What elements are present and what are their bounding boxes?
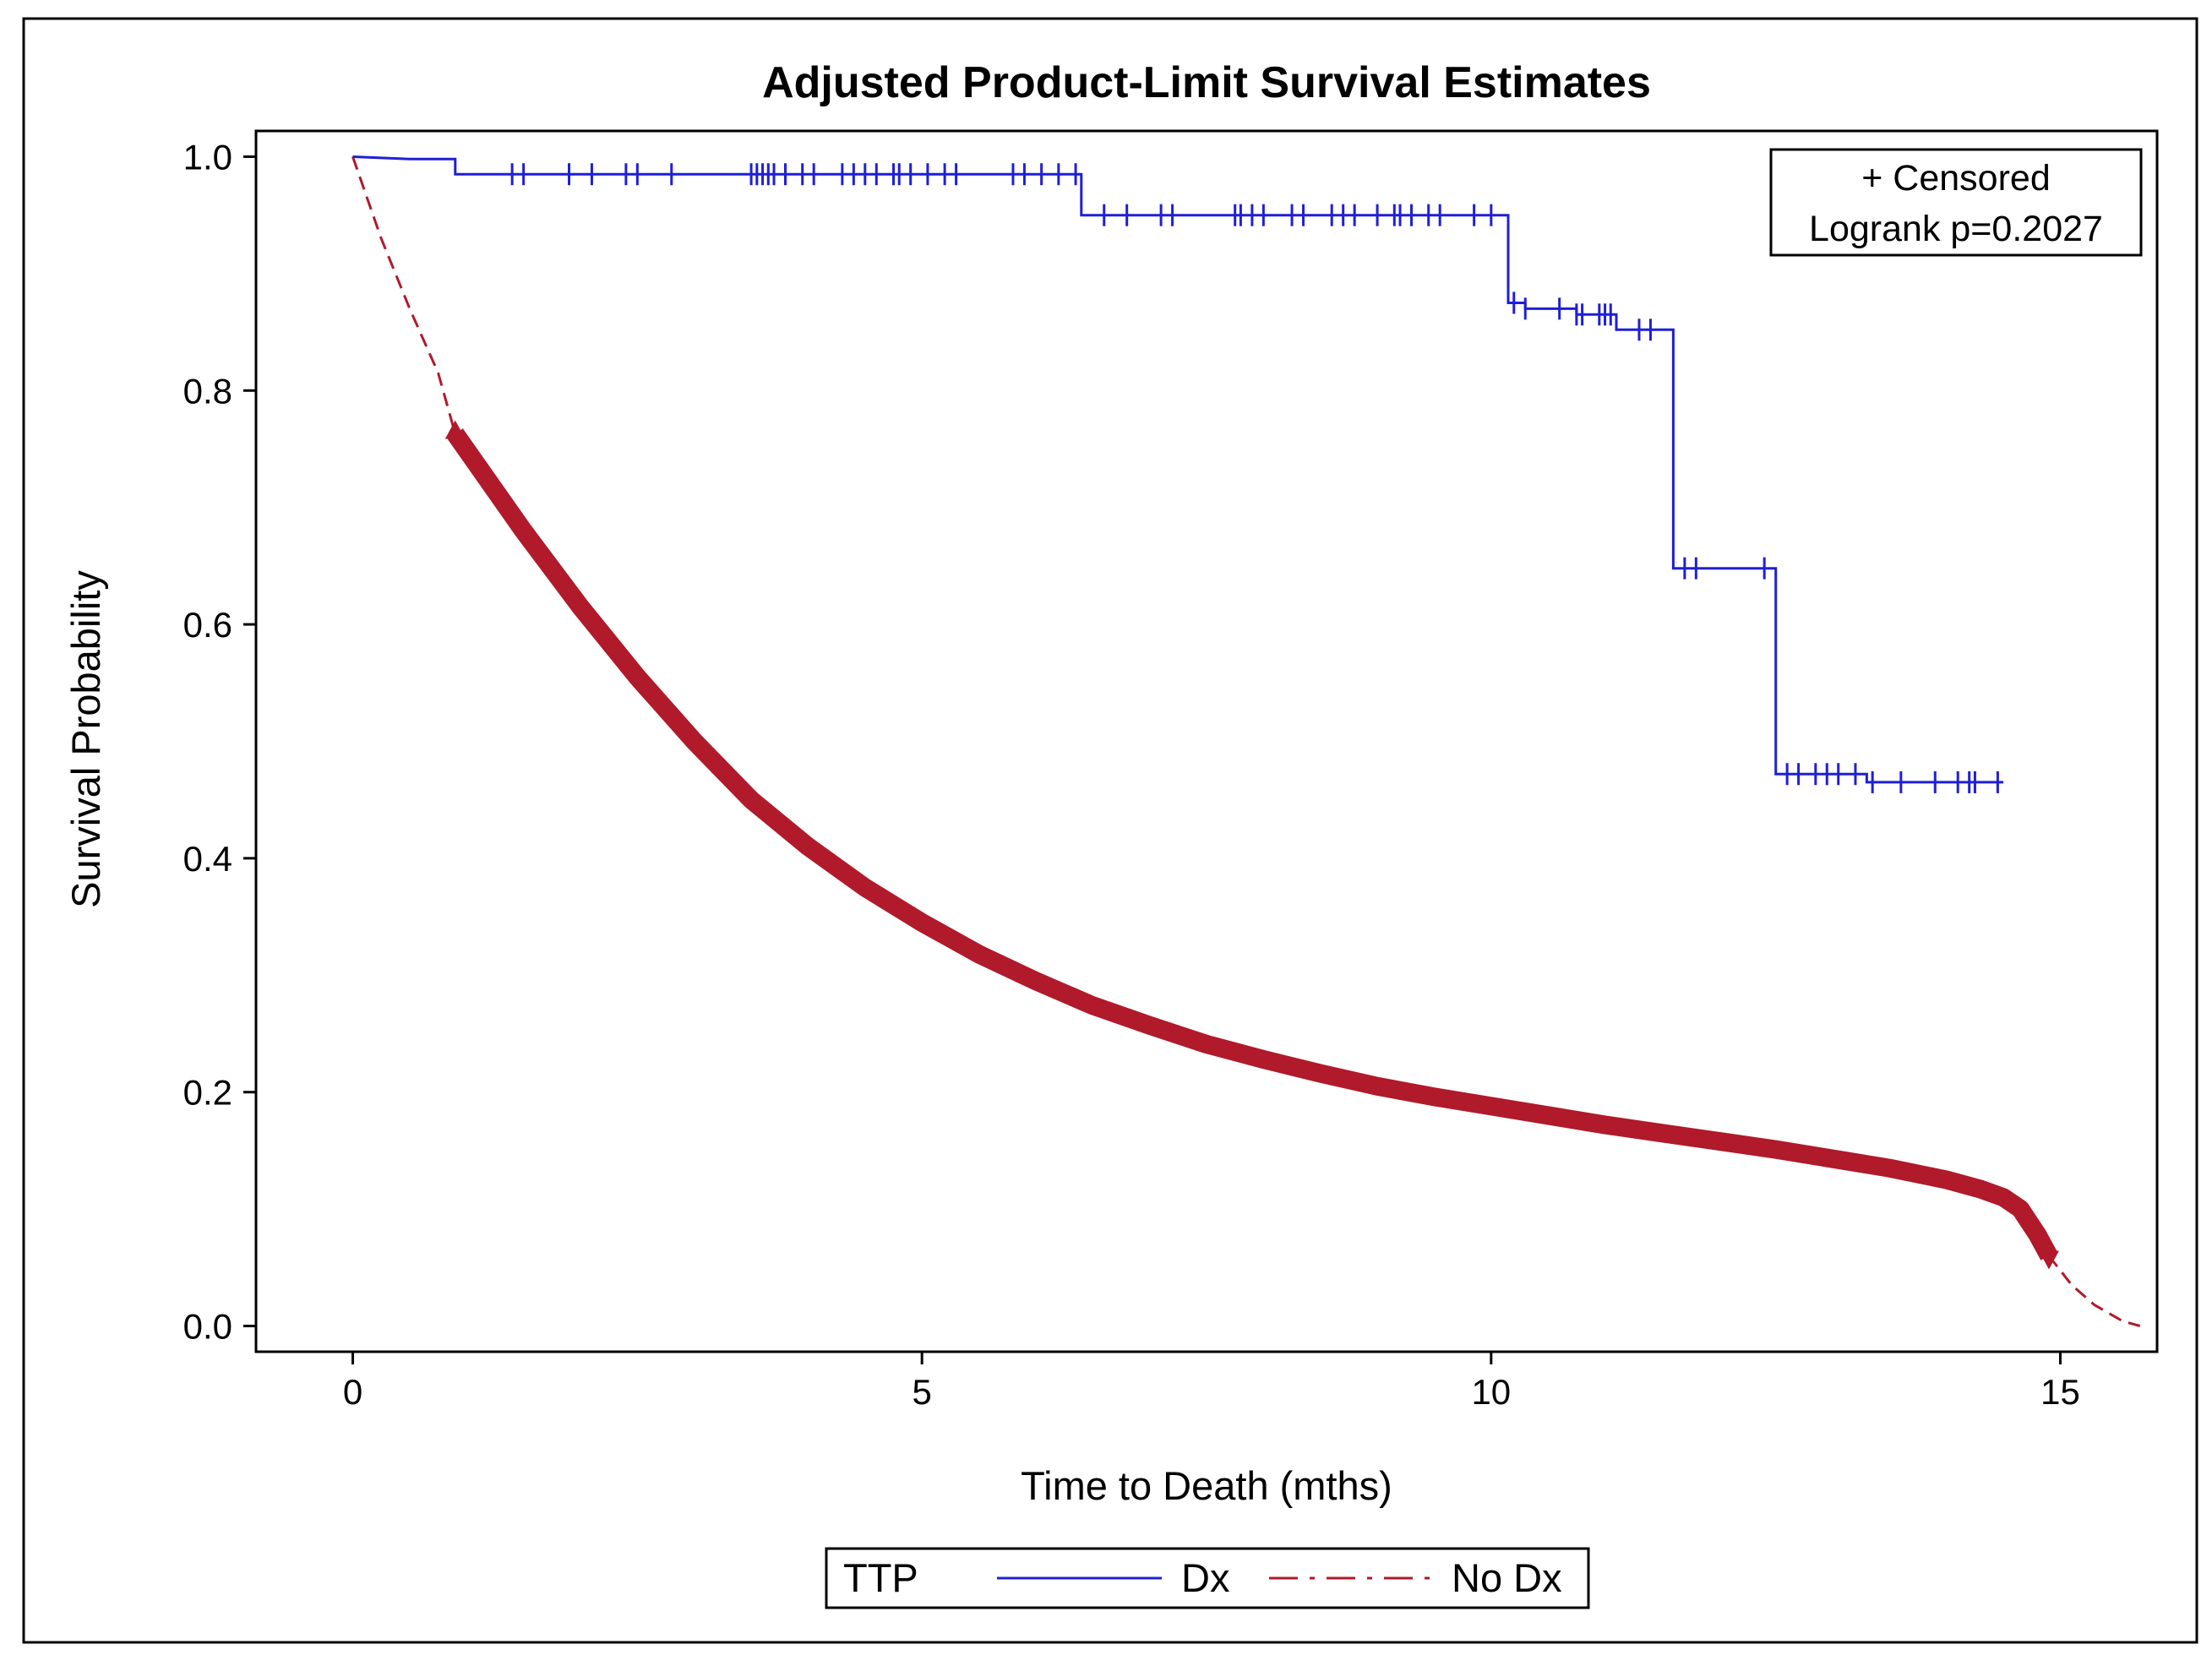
plot-frame	[254, 129, 2159, 1353]
inset-frame	[1769, 148, 2143, 257]
inset-box: + Censored Logrank p=0.2027	[1769, 148, 2143, 257]
plot-series	[351, 155, 2141, 1327]
no-dx-line-start	[351, 156, 457, 434]
inset-logrank-label: Logrank p=0.2027	[1809, 209, 2103, 249]
x-tick-label: 15	[2040, 1372, 2080, 1412]
y-tick-label: 0.8	[183, 371, 232, 411]
x-tick-label: 5	[912, 1372, 931, 1412]
y-tick-label: 1.0	[183, 137, 232, 177]
legend: TTP Dx No Dx	[825, 1547, 1590, 1609]
y-tick-label: 0.2	[183, 1073, 232, 1113]
dx-line	[352, 155, 2004, 784]
no-dx-band-end-tip	[2039, 1250, 2060, 1270]
inset-censored-label: + Censored	[1861, 158, 2051, 199]
y-tick-label: 0.6	[183, 605, 232, 645]
legend-label-no-dx: No Dx	[1452, 1555, 1562, 1600]
x-tick-label: 0	[343, 1372, 362, 1412]
legend-title: TTP	[843, 1555, 918, 1600]
x-axis-label: Time to Death (mths)	[1021, 1463, 1392, 1508]
y-axis-label: Survival Probability	[63, 570, 108, 908]
figure-border	[22, 17, 2198, 1644]
censor-marks	[510, 163, 1999, 793]
legend-frame	[825, 1547, 1590, 1609]
axis-ticks: 0 5 10 15 0.0 0.2 0.4 0.6 0.8 1.0	[183, 137, 2080, 1412]
y-tick-label: 0.0	[183, 1307, 232, 1347]
no-dx-line-end	[2047, 1255, 2141, 1327]
no-dx-line-band	[447, 428, 2057, 1260]
legend-label-dx: Dx	[1181, 1555, 1229, 1600]
y-tick-label: 0.4	[183, 839, 232, 879]
x-tick-label: 10	[1471, 1372, 1511, 1412]
chart-title: Adjusted Product-Limit Survival Estimate…	[762, 58, 1651, 107]
no-dx-band-start-tip	[444, 420, 466, 439]
